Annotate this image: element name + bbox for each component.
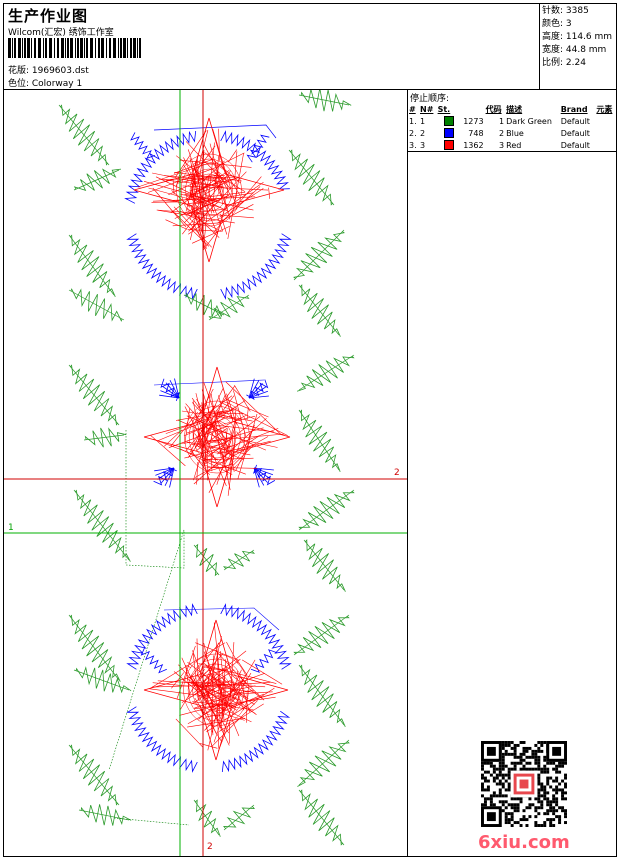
col-stitches: St. xyxy=(437,104,451,114)
red-axis-label-bottom: 2 xyxy=(207,842,213,852)
color-swatch xyxy=(443,116,454,126)
row-needle: 1 xyxy=(420,116,426,126)
col-index: # xyxy=(409,104,416,114)
row-code: 1 xyxy=(499,116,505,126)
col-needle: N# xyxy=(420,104,434,114)
row-needle: 2 xyxy=(420,128,426,138)
col-description: 描述 xyxy=(506,104,523,114)
col-code: 代码 xyxy=(485,104,502,114)
table-row: 1. 1 1273 1 Dark Green Default xyxy=(408,115,616,127)
stitch-count-value: 1273 xyxy=(463,116,484,126)
row-index: 1. xyxy=(409,116,417,126)
design-width: 宽度: 44.8 mm xyxy=(542,45,607,55)
row-element xyxy=(595,139,616,152)
row-description: Dark Green xyxy=(506,116,552,126)
color-swatch xyxy=(443,128,454,138)
table-row: 2. 2 748 2 Blue Default xyxy=(408,127,616,139)
stop-sequence-panel: 停止顺序: # N# St. 代码 描述 Brand 元素 1. 1 1273 1 Da… xyxy=(408,90,616,856)
color-count: 颜色: 3 xyxy=(542,19,572,29)
watermark-text: 6xiu.com xyxy=(478,832,570,853)
design-ratio: 比例: 2.24 xyxy=(542,58,586,68)
row-brand: Default xyxy=(559,139,596,152)
col-element: 元素 xyxy=(596,104,613,114)
row-stitches: 1273 xyxy=(437,115,485,127)
production-sheet: 生产作业图 Wilcom(汇宏) 绣饰工作室 花版: 1969603.dst 色… xyxy=(3,3,617,857)
page-title: 生产作业图 xyxy=(8,7,89,25)
embroidery-preview: 1 2 2 xyxy=(4,90,408,856)
row-description: Red xyxy=(505,139,560,152)
stitch-count-value: 1362 xyxy=(463,140,484,150)
row-code: 3 xyxy=(484,139,506,152)
colorway-label: 色位: Colorway 1 xyxy=(8,79,83,89)
header-panel: 生产作业图 Wilcom(汇宏) 绣饰工作室 花版: 1969603.dst 色… xyxy=(4,4,540,90)
row-stitches: 748 xyxy=(437,127,485,139)
row-description: Blue xyxy=(506,128,524,138)
row-index: 2. xyxy=(409,128,417,138)
embroidery-artwork xyxy=(4,90,407,856)
stop-sequence-title: 停止顺序: xyxy=(410,94,450,104)
red-axis-label-right: 2 xyxy=(394,468,400,478)
design-info-panel: 针数: 3385 颜色: 3 高度: 114.6 mm 宽度: 44.8 mm … xyxy=(540,4,616,90)
barcode xyxy=(8,38,141,58)
stitch-count-value: 748 xyxy=(468,128,484,138)
row-index: 3. xyxy=(408,139,419,152)
color-swatch xyxy=(443,140,454,150)
row-stitches: 1362 xyxy=(436,139,485,152)
stop-sequence-table: # N# St. 代码 描述 Brand 元素 1. 1 1273 1 Dark Gre… xyxy=(408,103,616,152)
row-brand: Default xyxy=(560,116,590,126)
qr-code xyxy=(481,741,567,827)
table-row: 3. 3 1362 3 Red Default xyxy=(408,139,616,152)
stitch-count: 针数: 3385 xyxy=(542,6,589,16)
row-brand: Default xyxy=(560,128,590,138)
row-code: 2 xyxy=(499,128,505,138)
row-element xyxy=(595,127,616,139)
design-height: 高度: 114.6 mm xyxy=(542,32,613,42)
company-name: Wilcom(汇宏) 绣饰工作室 xyxy=(8,28,114,38)
design-filename: 花版: 1969603.dst xyxy=(8,66,89,76)
green-axis-label: 1 xyxy=(8,523,14,533)
row-element xyxy=(595,115,616,127)
row-needle: 3 xyxy=(419,139,437,152)
col-brand: Brand xyxy=(560,104,588,114)
